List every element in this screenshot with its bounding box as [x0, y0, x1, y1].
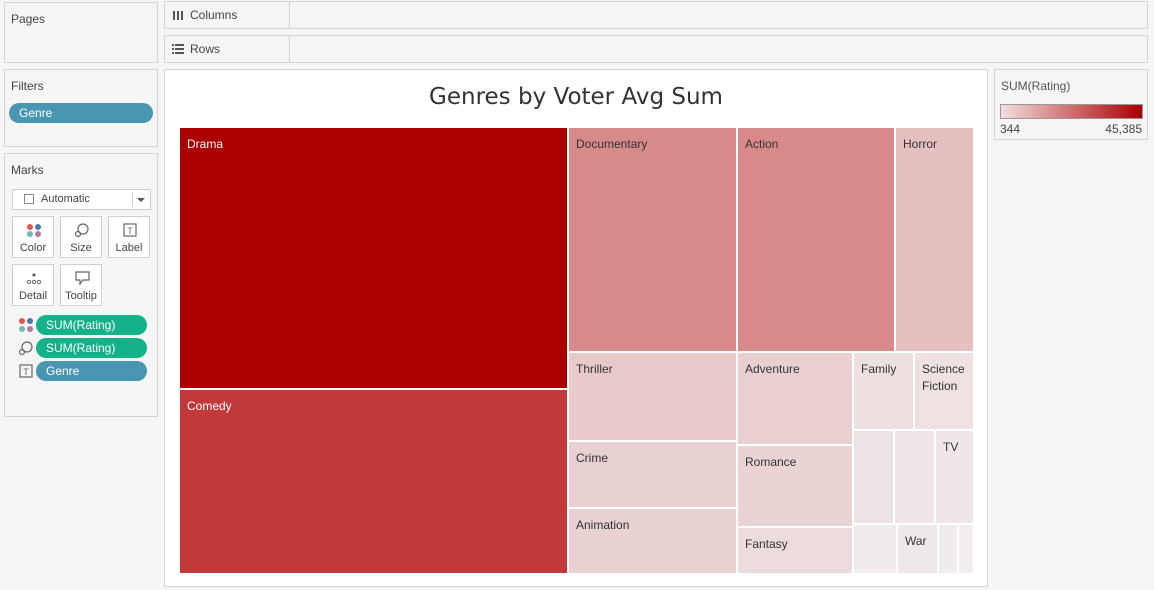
color-button-label: Color [19, 242, 47, 254]
treemap-tile[interactable]: Romance [737, 445, 853, 527]
treemap-tile[interactable]: Fantasy [737, 527, 853, 574]
treemap-tile[interactable]: Drama [179, 127, 568, 389]
treemap-tile[interactable]: Family [853, 352, 914, 430]
columns-shelf-label: Columns [165, 2, 290, 28]
treemap-tile[interactable] [894, 430, 935, 524]
svg-text:T: T [23, 367, 29, 377]
treemap-tile[interactable]: Horror [895, 127, 974, 352]
size-icon [74, 223, 89, 238]
label-button-label: Label [115, 242, 143, 254]
treemap-tile[interactable] [853, 524, 897, 574]
tooltip-icon [75, 271, 90, 286]
treemap-tile[interactable]: Documentary [568, 127, 737, 352]
detail-button[interactable]: Detail [12, 264, 54, 306]
legend-max: 45,385 [1105, 122, 1142, 136]
square-mark-icon [24, 194, 34, 204]
legend-min: 344 [1000, 122, 1021, 136]
chevron-down-icon [137, 198, 145, 202]
color-legend[interactable]: SUM(Rating) 344 45,385 [994, 69, 1148, 140]
label-button[interactable]: T Label [108, 216, 150, 258]
treemap-tile[interactable]: Adventure [737, 352, 853, 445]
legend-title: SUM(Rating) [1001, 79, 1071, 93]
pages-title: Pages [11, 12, 46, 26]
field-pill-label-genre[interactable]: Genre [36, 361, 147, 381]
label-icon: T [19, 364, 33, 378]
treemap-tile[interactable] [958, 524, 974, 574]
rows-label-text: Rows [190, 42, 221, 56]
columns-icon [173, 11, 183, 20]
filter-pill-genre[interactable]: Genre [9, 103, 153, 123]
color-icon [27, 224, 41, 237]
viz-title: Genres by Voter Avg Sum [429, 84, 723, 110]
color-button[interactable]: Color [12, 216, 54, 258]
legend-gradient [1000, 104, 1143, 119]
field-pill-size-rating[interactable]: SUM(Rating) [36, 338, 147, 358]
treemap[interactable]: Drama Comedy Documentary Action Horror Thrill… [179, 127, 974, 574]
treemap-tile[interactable]: Crime [568, 441, 737, 508]
size-button[interactable]: Size [60, 216, 102, 258]
rows-icon [172, 44, 184, 54]
treemap-tile[interactable]: TV [935, 430, 974, 524]
field-pill-color-rating[interactable]: SUM(Rating) [36, 315, 147, 335]
marks-card: Marks Automatic Color Size T [4, 153, 158, 417]
treemap-tile[interactable] [938, 524, 958, 574]
size-button-label: Size [70, 242, 92, 254]
rows-shelf-label: Rows [165, 36, 290, 62]
filters-card[interactable]: Filters Genre [4, 69, 158, 147]
treemap-tile[interactable]: Thriller [568, 352, 737, 441]
treemap-tile[interactable]: Animation [568, 508, 737, 574]
columns-label-text: Columns [190, 8, 238, 22]
detail-button-label: Detail [18, 290, 48, 302]
treemap-tile[interactable]: War [897, 524, 938, 574]
marks-title: Marks [11, 163, 44, 177]
tooltip-button-label: Tooltip [65, 290, 97, 302]
size-icon [18, 341, 33, 356]
treemap-tile[interactable]: Action [737, 127, 895, 352]
viz-sheet: Genres by Voter Avg Sum Drama Comedy Docum… [164, 69, 988, 587]
detail-icon [26, 273, 42, 285]
mark-type-value: Automatic [41, 193, 90, 205]
dropdown-divider [132, 192, 133, 207]
treemap-tile[interactable]: Science Fiction [914, 352, 974, 430]
treemap-tile[interactable]: Comedy [179, 389, 568, 574]
color-icon [19, 318, 33, 332]
pages-card[interactable]: Pages [4, 2, 158, 63]
columns-shelf[interactable]: Columns [164, 1, 1148, 29]
label-icon: T [123, 223, 137, 237]
rows-shelf[interactable]: Rows [164, 35, 1148, 63]
tooltip-button[interactable]: Tooltip [60, 264, 102, 306]
filters-title: Filters [11, 79, 44, 93]
treemap-tile[interactable] [853, 430, 894, 524]
mark-type-dropdown[interactable]: Automatic [12, 189, 151, 210]
svg-text:T: T [127, 226, 133, 236]
